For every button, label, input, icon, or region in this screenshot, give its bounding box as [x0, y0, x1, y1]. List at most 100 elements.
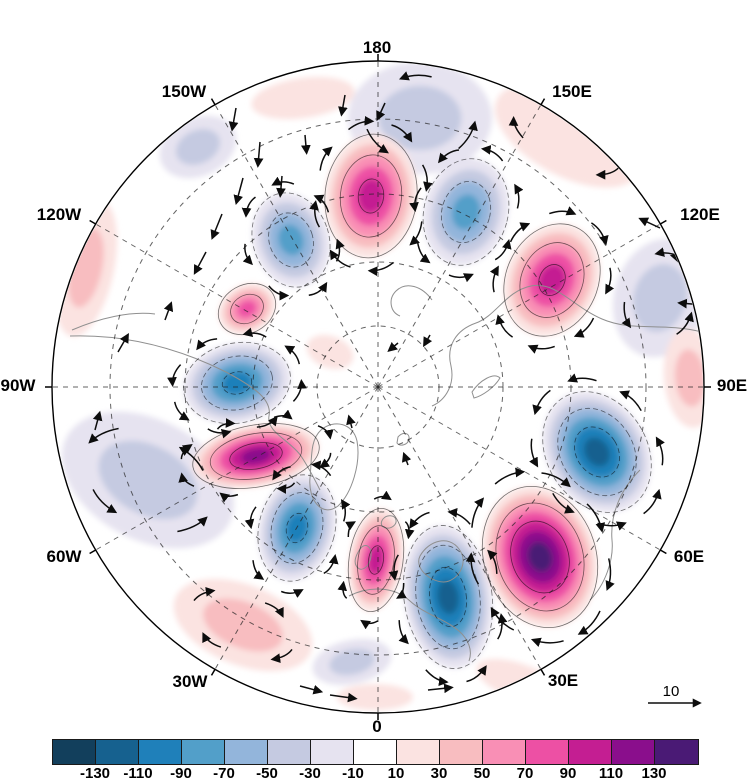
colorbar-cell [268, 740, 311, 764]
anomaly-cell [251, 76, 355, 120]
colorbar-cell [139, 740, 182, 764]
wind-arrow [404, 521, 415, 540]
contour-line [357, 178, 385, 214]
wind-arrow [345, 521, 356, 538]
anomaly-cell [632, 264, 688, 332]
wind-arrow [253, 141, 264, 168]
wind-arrow [489, 265, 499, 293]
wind-arrow [310, 460, 332, 477]
wind-arrow [586, 503, 606, 533]
wind-arrow [541, 472, 571, 488]
coastline [348, 588, 471, 662]
wind-arrow [490, 606, 515, 631]
wind-arrow [202, 632, 222, 648]
wind-arrow [421, 164, 433, 192]
contour-line [268, 212, 314, 268]
wind-arrow [219, 492, 239, 503]
wind-arrow [508, 116, 524, 139]
wind-arrow [216, 418, 236, 430]
wind-arrow [193, 586, 216, 602]
longitude-label: 90W [1, 376, 37, 395]
contour-line [357, 525, 395, 595]
wind-arrow [396, 582, 407, 599]
contour-line [209, 432, 303, 480]
wind-arrow [595, 167, 619, 180]
wind-arrow [313, 194, 330, 213]
wind-arrow [573, 317, 595, 338]
wind-arrow [92, 410, 103, 431]
colorbar-cell [53, 740, 96, 764]
anomaly-cell [176, 129, 220, 165]
wind-arrow [360, 619, 379, 630]
contour-line [339, 154, 403, 238]
anomaly-cell [674, 349, 703, 407]
wind-arrow [448, 273, 474, 283]
wind-arrow [605, 267, 615, 295]
colorbar-cell [96, 740, 139, 764]
coastline [354, 545, 372, 570]
wind-arrow [167, 364, 182, 388]
colorbar-cell [569, 740, 612, 764]
colorbar-tick-label: 30 [430, 765, 448, 782]
wind-arrow [480, 145, 504, 162]
wind-arrow [319, 146, 333, 171]
wind-arrow [366, 128, 389, 154]
wind-arrow [292, 378, 307, 402]
coastline [69, 335, 321, 491]
wind-arrow [387, 341, 399, 352]
meridian-line [95, 386, 379, 551]
wind-arrow [494, 239, 512, 261]
meridian-tick [540, 668, 546, 676]
anomaly-cell [538, 264, 566, 296]
colorbar-tick-label: -90 [170, 765, 192, 782]
longitude-label: 120W [37, 205, 82, 224]
colorbar-cell [483, 740, 526, 764]
wind-arrow [605, 558, 615, 591]
colorbar-cell [182, 740, 225, 764]
longitude-label: 0 [372, 717, 381, 736]
anomaly-cell [237, 300, 257, 318]
wind-arrow [552, 492, 575, 514]
colorbar-tick-label: -50 [256, 765, 278, 782]
wind-arrow [180, 443, 193, 460]
wind-arrow [252, 560, 265, 580]
colorbar-cell [354, 740, 397, 764]
wind-vectors [88, 71, 703, 703]
wind-arrow [391, 124, 413, 143]
wind-arrow [577, 610, 601, 635]
anomaly-cell [527, 542, 553, 572]
anomaly-cell [451, 194, 481, 230]
contour-line [415, 544, 481, 650]
colorbar-tick-label: 10 [387, 765, 405, 782]
contour-line [538, 264, 566, 296]
wind-arrow [178, 472, 195, 487]
graticule [53, 62, 703, 712]
wind-arrow [597, 521, 627, 531]
meridian-line [377, 104, 542, 388]
anomaly-cell [378, 85, 462, 151]
contour-line [229, 442, 283, 470]
wind-arrow [117, 332, 129, 353]
coastline [390, 285, 433, 317]
wind-arrow [196, 338, 218, 351]
contour-line [510, 520, 570, 594]
contour-line [221, 371, 253, 395]
contour-line [192, 423, 320, 489]
anomaly-cell [437, 579, 459, 615]
meridian-line [95, 223, 379, 388]
anomaly-cell [494, 84, 642, 188]
colorbar-cell [612, 740, 655, 764]
anomaly-cell [337, 684, 413, 710]
wind-arrow [447, 507, 471, 525]
wind-arrow [242, 327, 267, 338]
wind-arrow [301, 134, 311, 155]
wind-arrow [210, 213, 223, 240]
colorbar [52, 739, 699, 765]
anomaly-cell [98, 440, 198, 520]
meridian-line [377, 386, 542, 670]
wind-arrow [299, 684, 324, 695]
contour-line [347, 507, 405, 613]
meridian-line [377, 223, 661, 388]
anomaly-cell [329, 648, 375, 676]
polar-map: 180 150E 120E 90E 60E 30E 0 30W 60W 90W 120W 150W 10 [0, 38, 748, 736]
